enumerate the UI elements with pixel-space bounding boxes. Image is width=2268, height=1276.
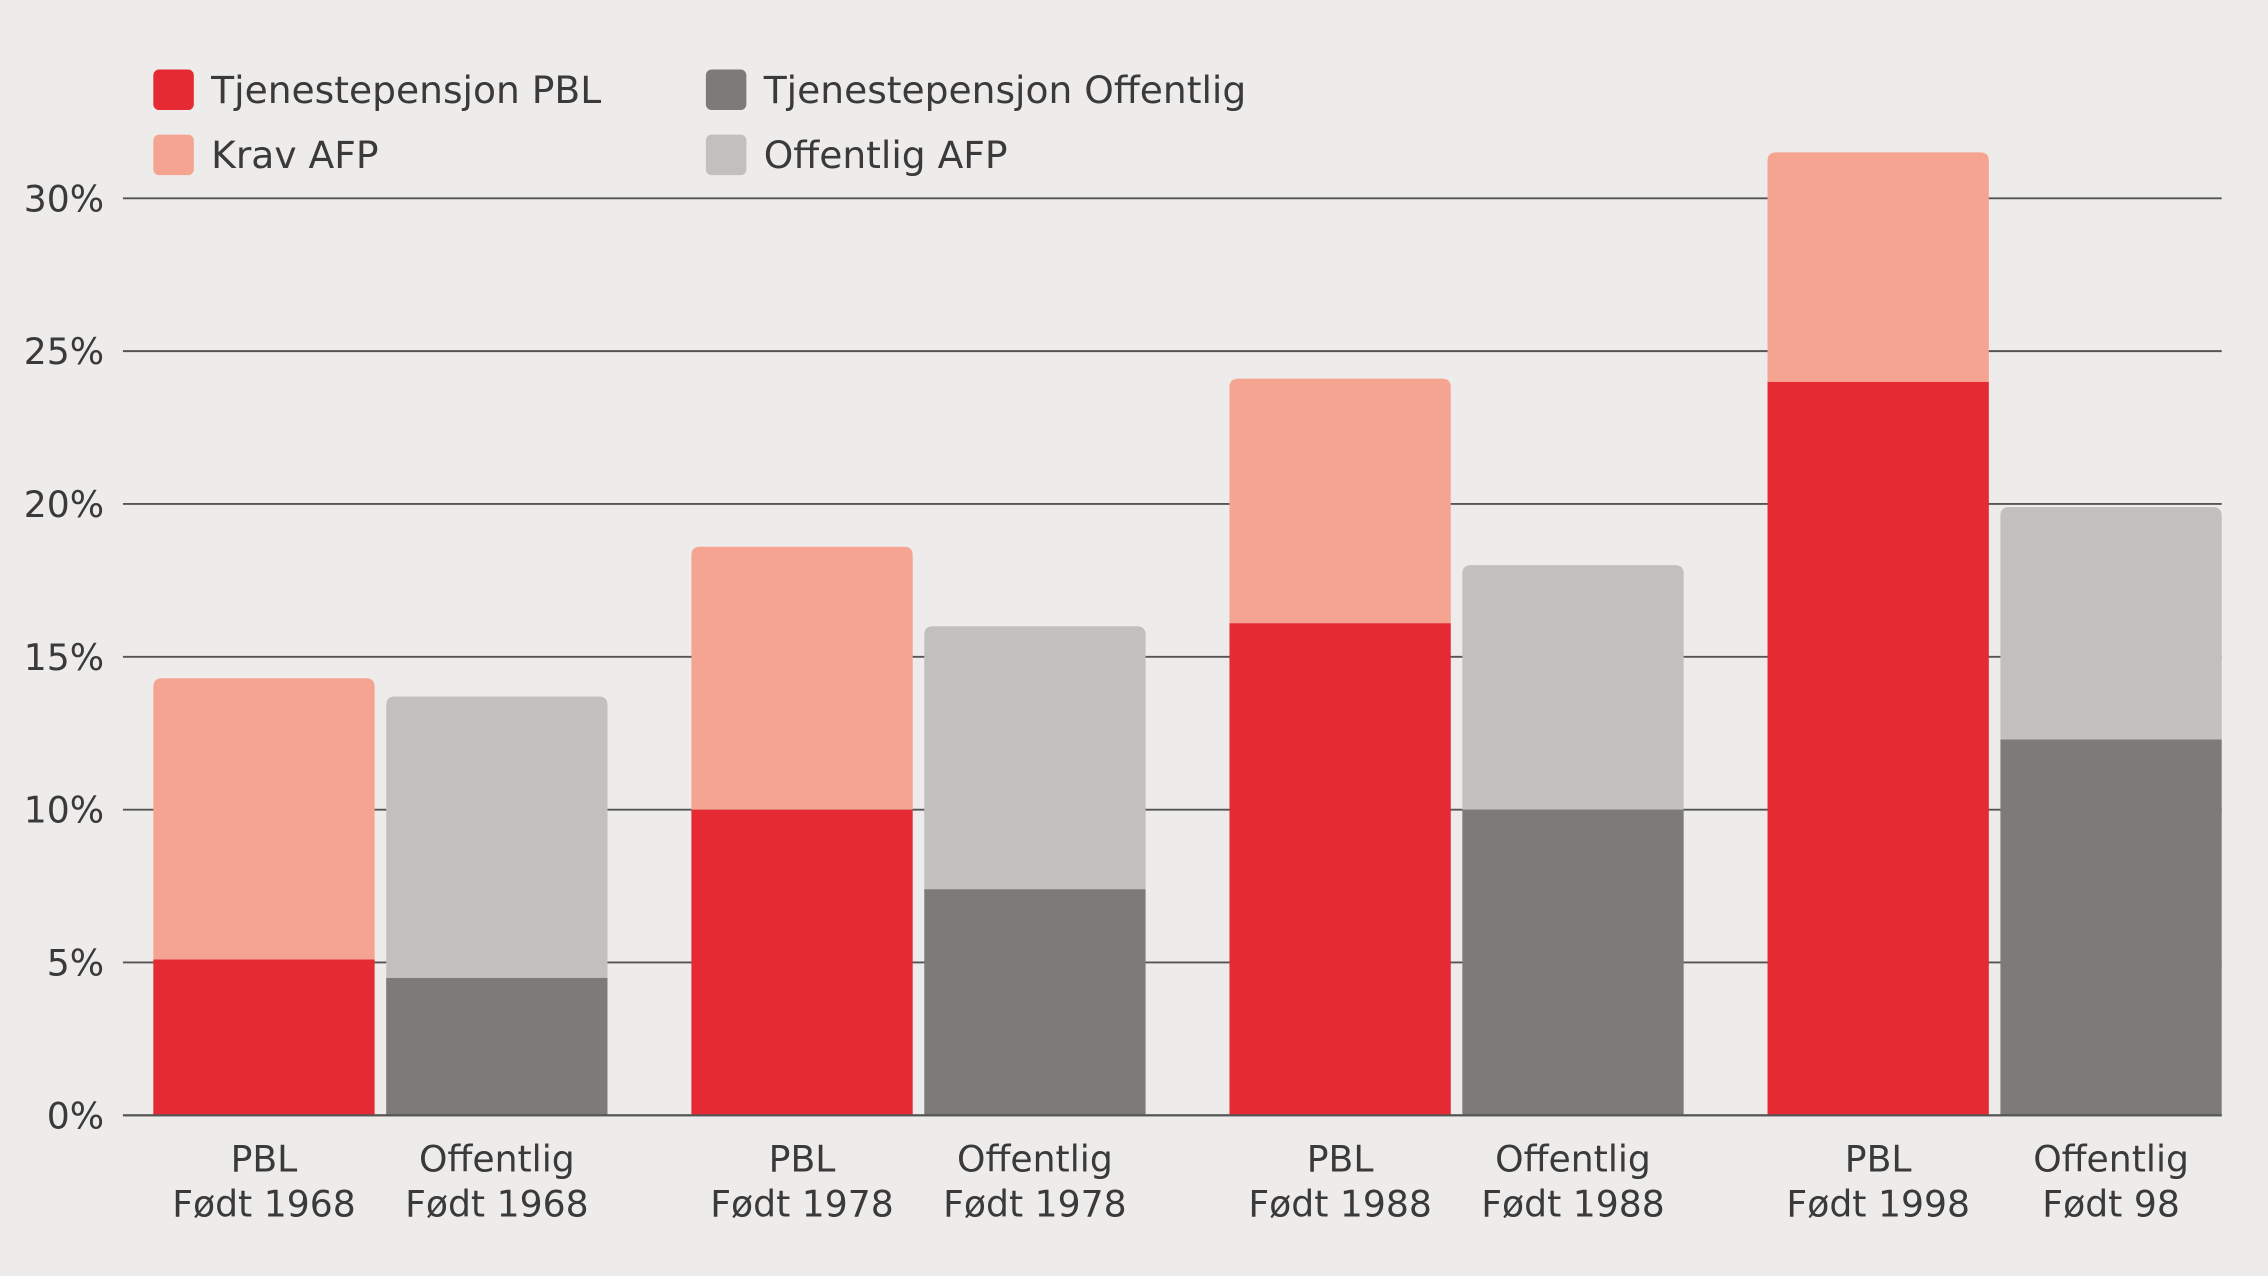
bars	[153, 152, 2222, 1116]
x-tick-label: Født 1968	[172, 1183, 356, 1226]
x-tick-label: Offentlig	[957, 1138, 1113, 1181]
y-tick-label: 15%	[24, 636, 104, 679]
x-tick-label: Født 1978	[710, 1183, 894, 1226]
legend-item: Tjenestepensjon Offentlig	[705, 68, 1247, 112]
bar-segment-tjenestepensjon-pbl	[1767, 381, 1989, 1116]
x-tick-label: Født 98	[2042, 1183, 2180, 1226]
bar-segment-offentlig-afp	[2000, 507, 2222, 740]
x-tick-label: PBL	[769, 1138, 836, 1181]
x-tick-label: Offentlig	[419, 1138, 575, 1181]
bar-segment-tjenestepensjon-offentlig	[2000, 739, 2222, 1116]
x-tick-label: Født 1978	[943, 1183, 1127, 1226]
legend-label: Krav AFP	[211, 133, 378, 177]
bar-segment-offentlig-afp	[1462, 565, 1684, 810]
x-tick-label: PBL	[231, 1138, 298, 1181]
x-tick-label: Født 1968	[405, 1183, 589, 1226]
y-tick-label: 10%	[24, 789, 104, 832]
x-tick-label: Født 1998	[1786, 1183, 1970, 1226]
y-tick-label: 30%	[24, 177, 104, 220]
bar-segment-krav-afp	[1229, 378, 1451, 624]
bar-segment-tjenestepensjon-offentlig	[924, 889, 1146, 1116]
x-tick-label: PBL	[1307, 1138, 1374, 1181]
legend-item: Offentlig AFP	[705, 133, 1008, 177]
legend-swatch	[705, 134, 747, 176]
legend-swatch	[153, 69, 194, 111]
legend-label: Tjenestepensjon PBL	[210, 68, 601, 112]
legend: Tjenestepensjon PBL Tjenestepensjon Offen…	[153, 68, 1246, 177]
bar-segment-tjenestepensjon-pbl	[691, 809, 913, 1116]
x-tick-label: Født 1988	[1481, 1183, 1665, 1226]
x-tick-label: Født 1988	[1248, 1183, 1432, 1226]
legend-item: Krav AFP	[153, 133, 379, 177]
bar-segment-offentlig-afp	[924, 626, 1146, 890]
legend-swatch	[705, 69, 747, 111]
bar-segment-tjenestepensjon-offentlig	[386, 977, 608, 1116]
legend-label: Offentlig AFP	[764, 133, 1008, 177]
bar-segment-krav-afp	[691, 546, 913, 810]
y-tick-label: 20%	[24, 483, 104, 526]
bar-segment-krav-afp	[153, 678, 375, 960]
x-tick-label: Offentlig	[1495, 1138, 1651, 1181]
x-tick-label: PBL	[1845, 1138, 1912, 1181]
legend-item: Tjenestepensjon PBL	[153, 68, 601, 112]
bar-segment-tjenestepensjon-pbl	[1229, 623, 1451, 1116]
bar-segment-offentlig-afp	[386, 696, 608, 978]
y-tick-label: 25%	[24, 330, 104, 373]
y-tick-label: 5%	[47, 942, 104, 985]
bar-segment-tjenestepensjon-offentlig	[1462, 809, 1684, 1116]
y-tick-label: 0%	[47, 1094, 104, 1137]
bar-segment-tjenestepensjon-pbl	[153, 959, 375, 1116]
legend-label: Tjenestepensjon Offentlig	[763, 68, 1247, 112]
x-tick-label: Offentlig	[2033, 1138, 2189, 1181]
bar-segment-krav-afp	[1767, 152, 1989, 382]
legend-swatch	[153, 134, 194, 176]
